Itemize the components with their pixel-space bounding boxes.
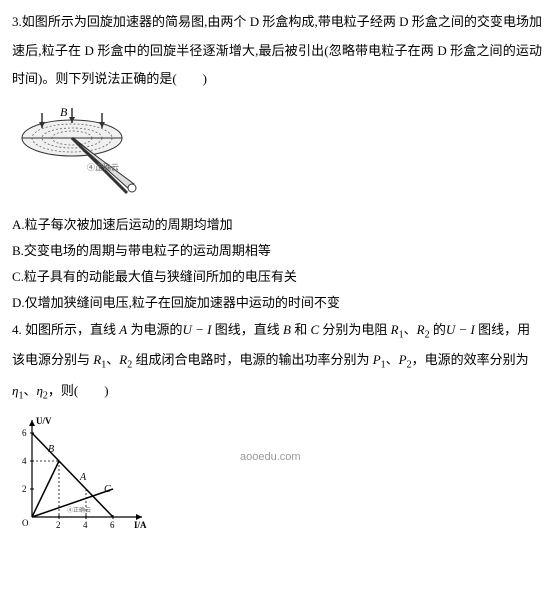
ui-graph: U/V I/A O 2 4 6 2 4 6 B A C ④正确云: [12, 412, 152, 532]
q4-stem-line3: η1、η2，则( ): [12, 377, 542, 408]
xlabel: I/A: [134, 520, 147, 530]
graph-watermark: ④正确云: [67, 506, 91, 514]
cyclotron-watermark: ④正确云: [87, 162, 119, 172]
svg-text:4: 4: [83, 520, 88, 530]
q3-options: A.粒子每次被加速后运动的周期均增加 B.交变电场的周期与带电粒子的运动周期相等…: [12, 212, 542, 316]
svg-text:2: 2: [56, 520, 61, 530]
label-b: B: [60, 105, 68, 119]
svg-text:O: O: [22, 518, 29, 528]
svg-text:6: 6: [22, 428, 27, 438]
q4-stem-line1: 4. 如图所示，直线 A 为电源的U − I 图线，直线 B 和 C 分别为电阻…: [12, 316, 542, 347]
svg-text:2: 2: [22, 484, 27, 494]
q4-stem-line2: 该电源分别与 R1、R2 组成闭合电路时，电源的输出功率分别为 P1、P2，电源…: [12, 346, 542, 377]
ylabel: U/V: [36, 416, 52, 426]
svg-text:6: 6: [110, 520, 115, 530]
line-b-label: B: [48, 444, 54, 455]
page-watermark: aooedu.com: [240, 445, 301, 469]
svg-text:4: 4: [22, 456, 27, 466]
q3-stem: 3.如图所示为回旋加速器的简易图,由两个 D 形盒构成,带电粒子经两 D 形盒之…: [12, 8, 542, 94]
line-c-label: C: [104, 484, 111, 495]
q3-option-d: D.仅增加狭缝间电压,粒子在回旋加速器中运动的时间不变: [12, 290, 542, 316]
q3-option-a: A.粒子每次被加速后运动的周期均增加: [12, 212, 542, 238]
line-a-label: A: [79, 472, 87, 483]
cyclotron-diagram: B ④正确云: [12, 98, 152, 208]
q3-option-b: B.交变电场的周期与带电粒子的运动周期相等: [12, 238, 542, 264]
q3-option-c: C.粒子具有的动能最大值与狭缝间所加的电压有关: [12, 264, 542, 290]
